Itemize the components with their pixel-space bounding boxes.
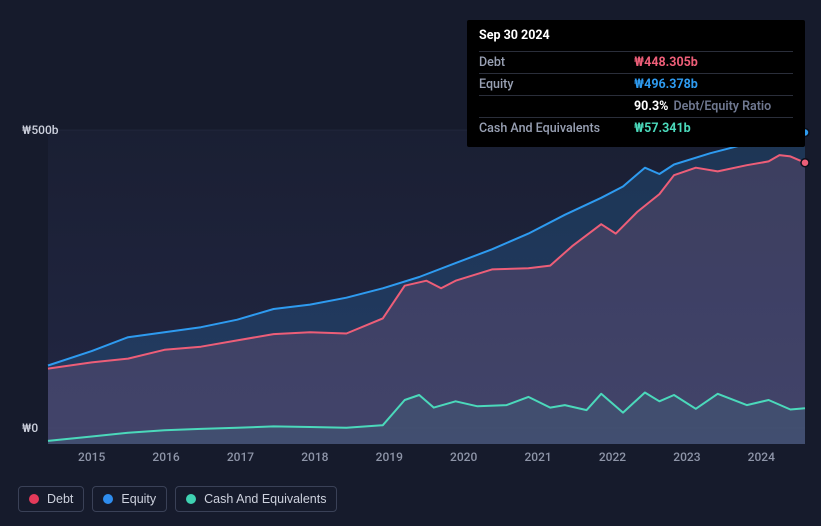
legend-item-debt[interactable]: Debt — [18, 486, 84, 512]
x-tick-label: 2024 — [748, 450, 775, 464]
tooltip-row-label: Cash And Equivalents — [479, 121, 634, 136]
tooltip-row: Equity₩496.378b — [479, 73, 793, 95]
legend-label: Cash And Equivalents — [204, 492, 326, 506]
legend-dot-icon — [186, 494, 196, 504]
x-tick-label: 2023 — [673, 450, 700, 464]
tooltip-rows: Debt₩448.305bEquity₩496.378b90.3% Debt/E… — [479, 51, 793, 139]
x-axis-labels: 2015 2016 2017 2018 2019 2020 2021 2022 2023 2024 — [48, 450, 805, 464]
legend-label: Debt — [47, 492, 73, 506]
y-tick-label: ₩0 — [22, 421, 38, 435]
legend-item-cash-and-equivalents[interactable]: Cash And Equivalents — [175, 486, 337, 512]
tooltip-row-value: ₩496.378b — [634, 77, 793, 92]
x-tick-label: 2021 — [524, 450, 551, 464]
tooltip-row-label: Equity — [479, 77, 634, 92]
chart-container: ₩500b ₩0 2015 2016 2017 2018 2019 2020 2021 2022… — [0, 0, 821, 526]
chart-legend: Debt Equity Cash And Equivalents — [18, 486, 337, 512]
tooltip-row-label: Debt — [479, 55, 634, 70]
chart-tooltip-panel: Sep 30 2024 Debt₩448.305bEquity₩496.378b… — [467, 20, 805, 147]
tooltip-row-value: ₩448.305b — [634, 55, 793, 70]
legend-item-equity[interactable]: Equity — [92, 486, 167, 512]
x-tick-label: 2016 — [152, 450, 179, 464]
tooltip-row-value: 90.3% Debt/Equity Ratio — [634, 99, 793, 114]
x-tick-label: 2020 — [450, 450, 477, 464]
tooltip-row: Debt₩448.305b — [479, 51, 793, 73]
tooltip-row: 90.3% Debt/Equity Ratio — [479, 95, 793, 117]
tooltip-date: Sep 30 2024 — [479, 28, 793, 47]
tooltip-row-value: ₩57.341b — [634, 121, 793, 136]
tooltip-row: Cash And Equivalents₩57.341b — [479, 117, 793, 139]
legend-dot-icon — [103, 494, 113, 504]
debt-endpoint-marker — [801, 159, 809, 167]
x-tick-label: 2018 — [301, 450, 328, 464]
y-tick-label: ₩500b — [22, 123, 59, 137]
x-tick-label: 2017 — [227, 450, 254, 464]
x-tick-label: 2015 — [78, 450, 105, 464]
x-tick-label: 2022 — [599, 450, 626, 464]
legend-dot-icon — [29, 494, 39, 504]
x-tick-label: 2019 — [376, 450, 403, 464]
legend-label: Equity — [121, 492, 156, 506]
